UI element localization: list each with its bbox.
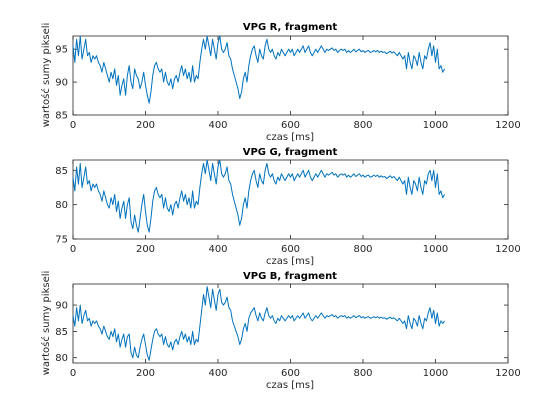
y-tick-label: 85 — [55, 327, 68, 338]
x-tick-label: 400 — [208, 368, 227, 379]
x-tick-label: 600 — [281, 368, 300, 379]
x-tick-label: 800 — [353, 368, 372, 379]
x-tick-label: 0 — [70, 244, 76, 255]
y-axis-label-b: wartość sumy pikseli — [40, 271, 52, 376]
x-tick-label: 200 — [136, 120, 155, 131]
x-axis-label-g: czas [ms] — [266, 256, 314, 267]
chart-title-b: VPG B, fragment — [243, 271, 337, 282]
y-tick-label: 85 — [55, 166, 68, 177]
x-tick-label: 200 — [136, 244, 155, 255]
x-tick-label: 600 — [281, 244, 300, 255]
y-axis-label-r: wartość sumy pikseli — [40, 23, 52, 128]
x-tick-label: 400 — [208, 120, 227, 131]
y-tick-label: 80 — [55, 200, 68, 211]
ticks-r: 0 200 400 600 800 1000 1200 85 90 95 — [55, 36, 521, 131]
x-tick-label: 800 — [353, 244, 372, 255]
axes-box-g — [72, 159, 509, 240]
x-tick-label: 1200 — [495, 368, 520, 379]
x-axis-label-r: czas [ms] — [266, 132, 314, 143]
x-tick-label: 1200 — [495, 244, 520, 255]
subplot-r: VPG R, fragment czas [ms] 0 200 400 600 800 1… — [55, 22, 520, 143]
x-tick-label: 0 — [70, 368, 76, 379]
x-tick-label: 600 — [281, 120, 300, 131]
ticks-g: 0 200 400 600 800 1000 1200 75 80 85 — [55, 160, 521, 255]
x-tick-label: 800 — [353, 120, 372, 131]
y-tick-label: 75 — [55, 235, 68, 246]
chart-title-g: VPG G, fragment — [243, 147, 338, 158]
x-tick-label: 0 — [70, 120, 76, 131]
subplot-b: VPG B, fragment czas [ms] 0 200 400 600 800 1… — [55, 271, 520, 391]
x-tick-label: 1000 — [423, 244, 448, 255]
x-tick-label: 200 — [136, 368, 155, 379]
x-axis-label-b: czas [ms] — [266, 380, 314, 391]
series-line-b — [72, 286, 445, 361]
y-tick-label: 90 — [55, 301, 68, 312]
ticks-b: 0 200 400 600 800 1000 1200 80 85 90 — [55, 284, 521, 379]
y-tick-label: 85 — [55, 111, 68, 122]
series-line-r — [72, 35, 445, 104]
chart-title-r: VPG R, fragment — [243, 22, 337, 33]
x-tick-label: 400 — [208, 244, 227, 255]
x-tick-label: 1000 — [423, 120, 448, 131]
y-tick-label: 80 — [55, 353, 68, 364]
y-tick-label: 90 — [55, 78, 68, 89]
x-tick-label: 1000 — [423, 368, 448, 379]
x-tick-label: 1200 — [495, 120, 520, 131]
axes-box-r — [72, 35, 509, 116]
series-line-g — [72, 159, 446, 233]
subplot-g: VPG G, fragment czas [ms] 0 200 400 600 800 1… — [55, 147, 520, 267]
y-tick-label: 95 — [55, 45, 68, 56]
